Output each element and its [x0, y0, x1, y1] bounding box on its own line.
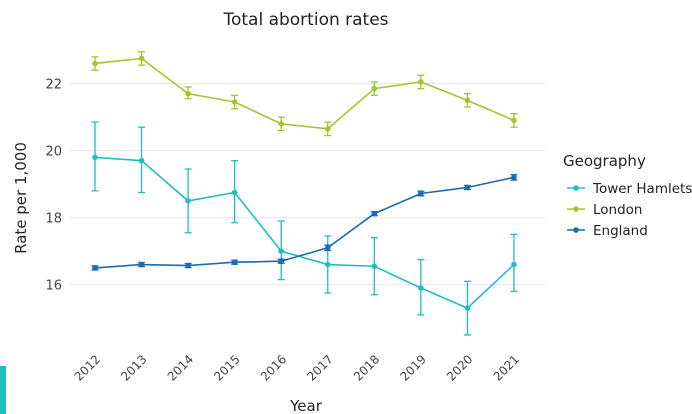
legend-swatch-point — [573, 227, 579, 233]
y-tick-label: 20 — [45, 145, 62, 160]
legend-item-london: London — [567, 202, 643, 218]
data-point — [278, 120, 285, 127]
data-point — [185, 262, 191, 269]
y-tick-label: 18 — [45, 212, 62, 227]
data-point — [92, 154, 98, 161]
data-point — [185, 198, 191, 204]
data-point — [92, 265, 98, 271]
data-point — [231, 259, 238, 266]
legend-swatch-point — [573, 206, 579, 212]
chart-title: Total abortion rates — [222, 10, 388, 30]
series-tower-hamlets — [91, 121, 518, 336]
data-point — [418, 190, 424, 197]
legend-label: London — [593, 202, 643, 218]
data-point — [138, 261, 145, 268]
series-line — [94, 57, 515, 130]
data-point — [418, 285, 424, 291]
gridlines — [70, 83, 545, 286]
x-tick-label: 2019 — [397, 352, 428, 383]
legend-swatch-point — [573, 185, 579, 191]
x-tick-label: 2017 — [304, 352, 335, 383]
data-point — [324, 261, 331, 268]
data-point — [511, 174, 517, 181]
x-tick-label: 2015 — [211, 352, 242, 383]
legend-label: Tower Hamlets — [592, 181, 692, 197]
data-point — [138, 55, 145, 62]
x-tick-label: 2012 — [72, 352, 103, 383]
series-line — [94, 176, 515, 269]
data-point — [278, 258, 285, 265]
data-point — [278, 248, 285, 254]
data-point — [464, 184, 471, 191]
y-axis-ticks: 16 18 20 22 — [45, 78, 62, 294]
data-point — [464, 305, 471, 311]
series-line — [94, 156, 515, 310]
side-accent-bar — [0, 366, 6, 414]
x-tick-label: 2014 — [165, 352, 196, 383]
data-point — [371, 263, 378, 270]
data-point — [138, 157, 145, 164]
x-tick-label: 2016 — [258, 352, 289, 383]
series-london — [91, 51, 518, 137]
data-point — [185, 90, 191, 97]
legend-label: England — [593, 223, 648, 239]
data-point — [231, 99, 238, 105]
data-point — [371, 85, 378, 92]
series-layer — [91, 51, 518, 336]
data-point — [511, 261, 517, 268]
x-axis-label: Year — [289, 397, 323, 414]
y-tick-label: 16 — [45, 279, 62, 294]
data-point — [231, 189, 238, 196]
legend-title: Geography — [563, 152, 646, 170]
legend-item-tower-hamlets: Tower Hamlets — [567, 181, 692, 197]
data-point — [324, 245, 331, 251]
data-point — [371, 210, 378, 217]
data-point — [324, 126, 331, 132]
y-axis-label: Rate per 1,000 — [12, 142, 30, 254]
y-tick-label: 22 — [45, 78, 62, 93]
data-point — [511, 117, 517, 124]
x-tick-label: 2018 — [351, 352, 382, 383]
x-tick-label: 2020 — [444, 352, 475, 383]
series-england — [91, 174, 518, 271]
x-tick-label: 2021 — [491, 352, 522, 383]
data-point — [418, 79, 424, 85]
x-tick-label: 2013 — [118, 352, 149, 383]
legend-item-england: England — [567, 223, 648, 239]
data-point — [92, 60, 98, 67]
legend: Geography Tower Hamlets London England — [563, 152, 692, 239]
x-axis-ticks: 2012 2013 2014 2015 2016 2017 2018 2019 2020 2021 — [72, 352, 522, 383]
data-point — [464, 97, 471, 104]
